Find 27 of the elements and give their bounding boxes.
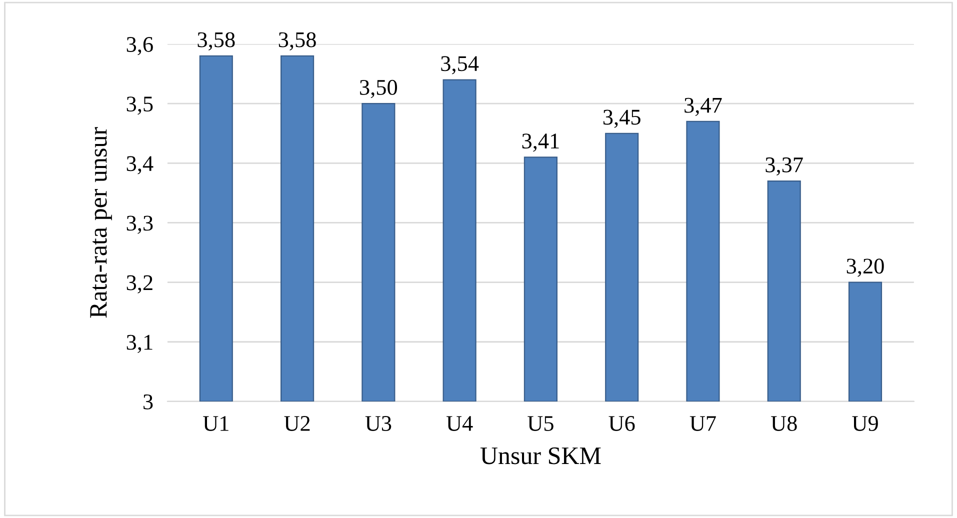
data-label: 3,45 — [603, 110, 640, 128]
data-label: 3,58 — [198, 32, 235, 50]
data-label: 3,58 — [278, 32, 316, 50]
x-tick-label: U7 — [690, 416, 716, 431]
data-label: 3,50 — [360, 80, 398, 98]
y-tick-label: 3,5 — [126, 96, 153, 115]
x-tick-label: U5 — [528, 416, 554, 431]
x-tick-label: U9 — [852, 416, 878, 431]
y-tick-label: 3 — [144, 394, 153, 410]
data-label: 3,41 — [522, 134, 559, 152]
x-tick-label: U2 — [284, 416, 310, 431]
y-tick-label: 3,6 — [126, 37, 153, 56]
y-tick-label: 3,2 — [126, 275, 152, 294]
x-axis-title: Unsur SKM — [480, 447, 601, 464]
data-label: 3,20 — [846, 258, 884, 277]
x-tick-label: U8 — [771, 416, 797, 431]
y-tick-label: 3,1 — [126, 334, 152, 354]
data-label: 3,37 — [766, 157, 803, 176]
x-tick-label: U4 — [446, 416, 473, 431]
y-tick-label: 3,3 — [126, 216, 153, 234]
x-tick-label: U6 — [608, 416, 635, 431]
data-label: 3,47 — [684, 98, 722, 116]
data-label: 3,54 — [441, 56, 479, 74]
y-axis-title: Rata-rata per unsur — [90, 127, 112, 318]
x-tick-label: U1 — [203, 416, 228, 431]
y-tick-label: 3,4 — [126, 156, 154, 174]
x-tick-label: U3 — [365, 416, 392, 431]
